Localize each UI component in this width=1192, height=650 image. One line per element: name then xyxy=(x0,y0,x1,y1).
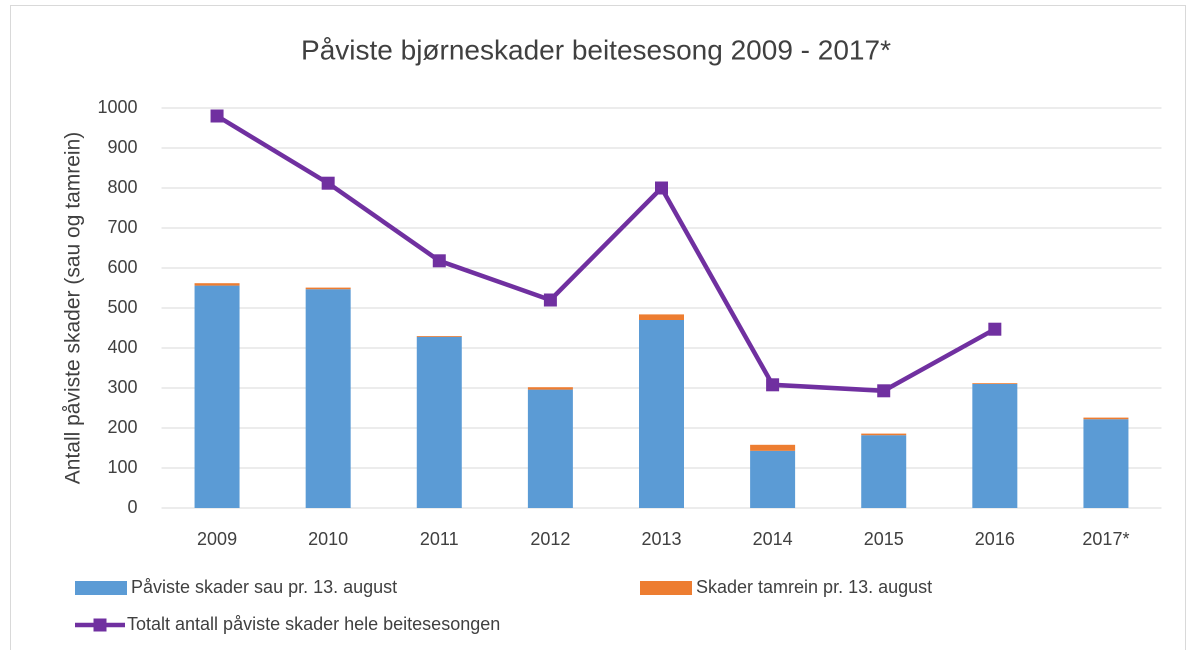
bar xyxy=(861,433,907,436)
bar xyxy=(194,283,240,286)
legend-swatch xyxy=(640,581,692,595)
bar xyxy=(1083,419,1129,508)
bar xyxy=(416,336,462,508)
bar xyxy=(305,287,351,290)
bar xyxy=(750,450,796,508)
y-tick-label: 0 xyxy=(127,497,137,517)
bar xyxy=(861,435,907,508)
y-tick-label: 500 xyxy=(107,297,137,317)
chart-title: Påviste bjørneskader beitesesong 2009 - … xyxy=(301,34,891,65)
bar xyxy=(194,285,240,508)
line-marker xyxy=(543,293,557,307)
y-tick-label: 200 xyxy=(107,417,137,437)
x-tick-label: 2015 xyxy=(864,529,904,549)
line-marker xyxy=(766,378,780,392)
legend-label: Skader tamrein pr. 13. august xyxy=(696,577,932,597)
y-axis-label: Antall påviste skader (sau og tamrein) xyxy=(62,132,85,485)
legend-swatch xyxy=(75,581,127,595)
chart-frame xyxy=(10,5,1186,650)
line-marker xyxy=(210,109,224,123)
bar xyxy=(527,387,573,390)
line-series xyxy=(215,114,996,394)
x-tick-label: 2013 xyxy=(641,529,681,549)
y-tick-label: 1000 xyxy=(97,97,137,117)
y-tick-label: 300 xyxy=(107,377,137,397)
y-tick-label: 800 xyxy=(107,177,137,197)
x-tick-label: 2012 xyxy=(530,529,570,549)
y-tick-label: 400 xyxy=(107,337,137,357)
y-tick-label: 600 xyxy=(107,257,137,277)
y-tick-label: 100 xyxy=(107,457,137,477)
x-tick-label: 2009 xyxy=(197,529,237,549)
line-marker xyxy=(655,181,668,195)
legend-label: Påviste skader sau pr. 13. august xyxy=(131,577,397,597)
line-marker xyxy=(877,384,891,398)
bar xyxy=(972,383,1018,384)
bar xyxy=(1083,417,1129,420)
y-tick-label: 700 xyxy=(107,217,137,237)
y-tick-label: 900 xyxy=(107,137,137,157)
bar xyxy=(639,320,684,508)
legend-label: Totalt antall påviste skader hele beites… xyxy=(127,614,500,634)
x-tick-label: 2017* xyxy=(1082,529,1129,549)
x-tick-label: 2014 xyxy=(753,529,793,549)
line-marker xyxy=(432,254,446,268)
bar xyxy=(305,289,351,508)
x-tick-label: 2010 xyxy=(308,529,348,549)
line-marker xyxy=(988,322,1002,336)
legend-marker xyxy=(93,618,107,632)
x-tick-label: 2011 xyxy=(420,529,459,549)
bar xyxy=(416,336,462,337)
x-tick-label: 2016 xyxy=(975,529,1015,549)
bar xyxy=(750,444,796,451)
line-marker xyxy=(321,176,335,190)
bar xyxy=(527,389,573,508)
bar xyxy=(639,314,684,320)
bar xyxy=(972,384,1018,508)
